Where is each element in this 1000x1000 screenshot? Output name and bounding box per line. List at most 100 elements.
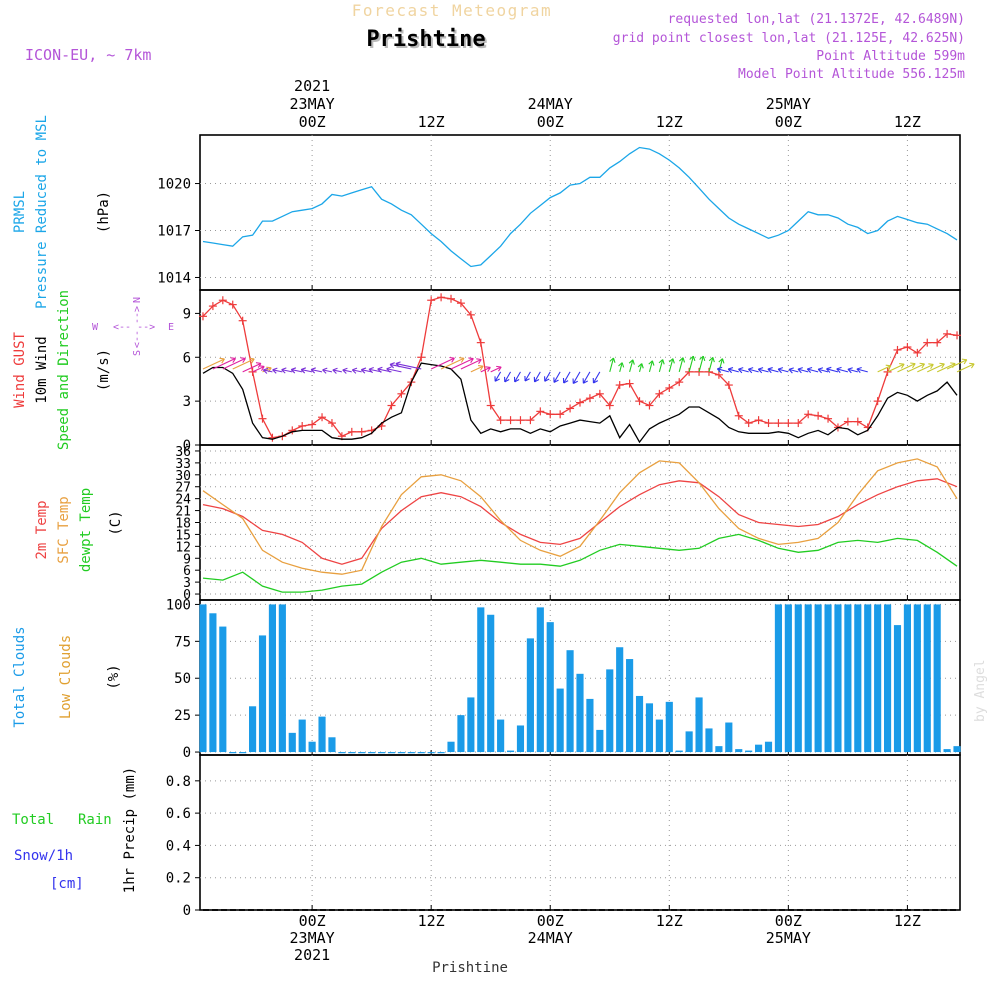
y-tick-label: 9: [183, 306, 191, 322]
cloud-bar: [864, 604, 872, 753]
cloud-bar: [675, 750, 683, 753]
cloud-bar: [576, 673, 584, 753]
gust-point: [943, 329, 952, 338]
gust-point: [417, 353, 426, 362]
wind-gust-line: [202, 296, 958, 439]
wind-arrow: [504, 371, 512, 383]
temp-label-unit: (C): [108, 510, 124, 535]
gust-point: [456, 299, 465, 308]
gust-point: [546, 410, 555, 419]
wind-arrow: [553, 371, 561, 383]
cloud-bar: [626, 659, 634, 753]
wind-arrow: [470, 365, 484, 373]
wind-arrow: [907, 362, 925, 373]
cloud-bar: [358, 752, 366, 754]
gust-point: [288, 426, 297, 435]
wind-direction-arrows: [202, 355, 975, 385]
cloud-bar: [705, 728, 713, 753]
wind-arrow: [202, 357, 225, 370]
pressure-grid: [200, 135, 960, 290]
wind-arrow: [877, 364, 892, 373]
gust-point: [387, 401, 396, 410]
wind-arrow: [936, 362, 956, 373]
cloud-bar: [506, 750, 515, 753]
top-tick-label: 24MAY: [528, 95, 573, 113]
y-tick-label: 0: [183, 438, 191, 454]
cloud-bar: [655, 719, 663, 753]
pressure-label-unit: (hPa): [96, 191, 112, 233]
y-tick-label: 1017: [157, 224, 191, 240]
gust-point: [605, 401, 614, 410]
y-tick-label: 24: [175, 493, 191, 508]
y-tick-label: 0: [183, 588, 191, 603]
wind-arrow: [788, 367, 799, 374]
gust-point: [625, 379, 634, 388]
gust-point: [824, 414, 833, 423]
cloud-bar: [735, 749, 743, 753]
bottom-tick-label: 00Z: [537, 912, 564, 930]
precip-panel: 0 0.2 0.4 0.6 0.8 Total Rain Snow/1h [cm] 1h…: [12, 754, 961, 919]
gust-point: [754, 416, 763, 425]
10m-wind-line: [202, 362, 958, 444]
cloud-bar: [298, 719, 306, 753]
temperature-series: [202, 458, 958, 593]
compass-e: E: [168, 322, 174, 333]
wind-arrow: [826, 366, 839, 373]
y-tick-label: 0.8: [166, 774, 191, 790]
gust-point: [893, 345, 902, 354]
wind-y-ticks: 0 3 6 9: [183, 306, 908, 454]
y-tick-label: 75: [174, 634, 191, 650]
cloud-bar: [804, 604, 812, 753]
bottom-tick-label: 25MAY: [766, 929, 811, 947]
temp-label-sfc: SFC Temp: [56, 496, 72, 563]
wind-arrow: [609, 357, 616, 373]
gust-point: [268, 433, 277, 442]
sfc-temp-line: [202, 458, 958, 575]
cloud-bar: [387, 752, 396, 754]
wind-arrow: [450, 357, 474, 370]
wind-arrow: [637, 363, 644, 373]
cloud-bar: [794, 604, 802, 753]
2m-temp-line: [202, 478, 958, 565]
wind-arrow: [727, 367, 739, 374]
gust-point: [327, 419, 336, 428]
wind-arrow: [917, 363, 934, 373]
precip-label-unit: 1hr Precip (mm): [122, 767, 138, 893]
bottom-tick-label: 12Z: [418, 912, 445, 930]
gust-point: [208, 302, 217, 311]
wind-arrow: [342, 367, 352, 374]
wind-arrow: [678, 357, 686, 373]
wind-arrow: [698, 355, 706, 373]
wind-arrow: [797, 367, 809, 374]
y-tick-label: 3: [183, 576, 191, 591]
gust-point: [814, 411, 823, 420]
gust-point: [585, 394, 594, 403]
wind-arrow: [688, 355, 696, 373]
gust-point: [784, 419, 793, 428]
gust-point: [308, 420, 317, 429]
gust-point: [923, 338, 932, 347]
y-tick-label: 21: [175, 505, 191, 520]
wind-arrow: [817, 367, 829, 374]
credit-label: by Angel: [973, 659, 988, 722]
top-tick-label: 12Z: [894, 113, 921, 131]
cloud-bar: [239, 752, 247, 754]
gust-point: [655, 389, 664, 398]
cloud-bar: [685, 731, 693, 753]
gust-point: [953, 331, 962, 340]
gust-point: [556, 410, 565, 419]
wind-arrow: [322, 367, 333, 374]
bottom-tick-label: 23MAY: [290, 929, 335, 947]
wind-arrow: [708, 356, 715, 373]
wind-arrow: [533, 371, 541, 383]
gust-point: [853, 417, 862, 426]
wind-arrow: [887, 362, 905, 373]
wind-arrow: [524, 371, 531, 382]
gust-point: [238, 316, 247, 325]
wind-arrow: [252, 365, 265, 373]
cloud-bar: [953, 746, 961, 753]
wind-arrow: [668, 358, 675, 373]
temp-label-dewpt: dewpt Temp: [78, 488, 94, 572]
